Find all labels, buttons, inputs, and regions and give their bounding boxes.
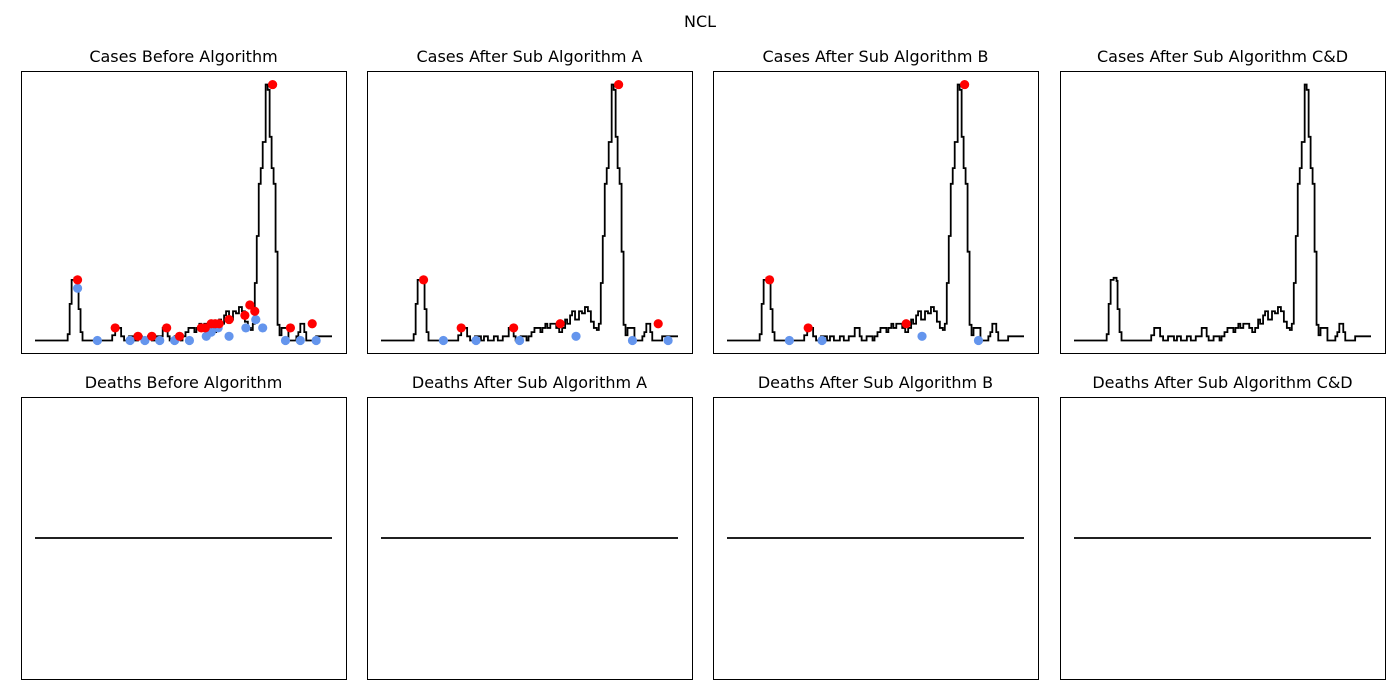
trough-point-10 bbox=[224, 331, 234, 341]
figure-suptitle: NCL bbox=[684, 12, 716, 31]
trough-point-2 bbox=[515, 335, 525, 346]
cases-panel-before: Cases Before Algorithm bbox=[21, 47, 347, 354]
peak-point-2 bbox=[901, 319, 911, 329]
peak-point-16 bbox=[285, 323, 296, 333]
trough-point-6 bbox=[184, 335, 195, 346]
peak-point-0 bbox=[418, 275, 429, 285]
trough-point-3 bbox=[140, 335, 150, 346]
peak-point-4 bbox=[162, 323, 172, 333]
cases-panel-after-b: Cases After Sub Algorithm B bbox=[713, 47, 1039, 354]
trough-point-11 bbox=[241, 323, 251, 333]
cases-series-line bbox=[1074, 83, 1371, 342]
panel-title: Deaths After Sub Algorithm B bbox=[758, 373, 993, 392]
trough-point-12 bbox=[251, 314, 261, 325]
trough-point-1 bbox=[471, 335, 481, 346]
trough-point-16 bbox=[311, 335, 321, 346]
trough-point-1 bbox=[92, 335, 102, 346]
axes-frame bbox=[1060, 397, 1386, 680]
peak-point-0 bbox=[764, 275, 775, 285]
axes-frame bbox=[21, 71, 347, 354]
deaths-panel-after-a: Deaths After Sub Algorithm A bbox=[367, 373, 693, 680]
cases-panel-after-cd: Cases After Sub Algorithm C&D bbox=[1060, 47, 1386, 354]
panel-title: Cases After Sub Algorithm C&D bbox=[1097, 47, 1348, 66]
trough-point-13 bbox=[258, 323, 268, 333]
axes-frame bbox=[21, 397, 347, 680]
cases-series-line bbox=[381, 83, 678, 342]
deaths-panel-after-cd: Deaths After Sub Algorithm C&D bbox=[1060, 373, 1386, 680]
panel-title: Deaths After Sub Algorithm C&D bbox=[1092, 373, 1352, 392]
trough-point-2 bbox=[917, 331, 927, 341]
peak-point-4 bbox=[614, 79, 624, 90]
trough-point-0 bbox=[72, 283, 83, 293]
peak-point-13 bbox=[245, 300, 255, 310]
trough-point-14 bbox=[280, 335, 291, 346]
trough-point-4 bbox=[155, 335, 165, 346]
panel-title: Deaths Before Algorithm bbox=[85, 373, 283, 392]
trough-point-0 bbox=[784, 335, 794, 346]
axes-frame bbox=[713, 71, 1039, 354]
peak-point-3 bbox=[960, 79, 970, 90]
axes-frame bbox=[1060, 71, 1386, 354]
peak-point-1 bbox=[803, 323, 813, 333]
trough-point-1 bbox=[817, 335, 827, 346]
trough-point-5 bbox=[663, 335, 673, 346]
panel-title: Cases After Sub Algorithm B bbox=[762, 47, 988, 66]
axes-frame bbox=[367, 397, 693, 680]
trough-point-4 bbox=[627, 335, 638, 346]
trough-point-3 bbox=[571, 331, 581, 341]
panel-title: Cases Before Algorithm bbox=[89, 47, 277, 66]
panel-title: Cases After Sub Algorithm A bbox=[416, 47, 642, 66]
cases-series-line bbox=[35, 83, 332, 342]
peak-point-12 bbox=[240, 310, 250, 320]
panel-title: Deaths After Sub Algorithm A bbox=[412, 373, 647, 392]
peak-point-1 bbox=[456, 323, 466, 333]
cases-series-line bbox=[727, 83, 1024, 342]
cases-panel-after-a: Cases After Sub Algorithm A bbox=[367, 47, 693, 354]
deaths-panel-before: Deaths Before Algorithm bbox=[21, 373, 347, 680]
peak-point-17 bbox=[307, 319, 317, 329]
peak-point-3 bbox=[147, 331, 157, 341]
trough-point-2 bbox=[125, 335, 135, 346]
axes-frame bbox=[713, 397, 1039, 680]
peak-point-2 bbox=[509, 323, 519, 333]
peak-point-14 bbox=[250, 306, 260, 316]
peak-point-0 bbox=[72, 275, 83, 285]
peak-point-5 bbox=[653, 319, 663, 329]
trough-point-0 bbox=[438, 335, 448, 346]
peak-point-3 bbox=[555, 319, 565, 329]
trough-point-3 bbox=[973, 335, 984, 346]
axes-frame bbox=[367, 71, 693, 354]
peak-point-5 bbox=[174, 331, 185, 341]
subplot-grid: Cases Before Algorithm Deaths Before Algo… bbox=[21, 47, 1386, 680]
peak-point-15 bbox=[268, 79, 278, 90]
trough-point-15 bbox=[295, 335, 305, 346]
peak-point-11 bbox=[224, 314, 234, 325]
deaths-panel-after-b: Deaths After Sub Algorithm B bbox=[713, 373, 1039, 680]
peak-point-2 bbox=[133, 331, 143, 341]
peak-point-10 bbox=[214, 319, 224, 329]
peak-point-1 bbox=[110, 323, 120, 333]
